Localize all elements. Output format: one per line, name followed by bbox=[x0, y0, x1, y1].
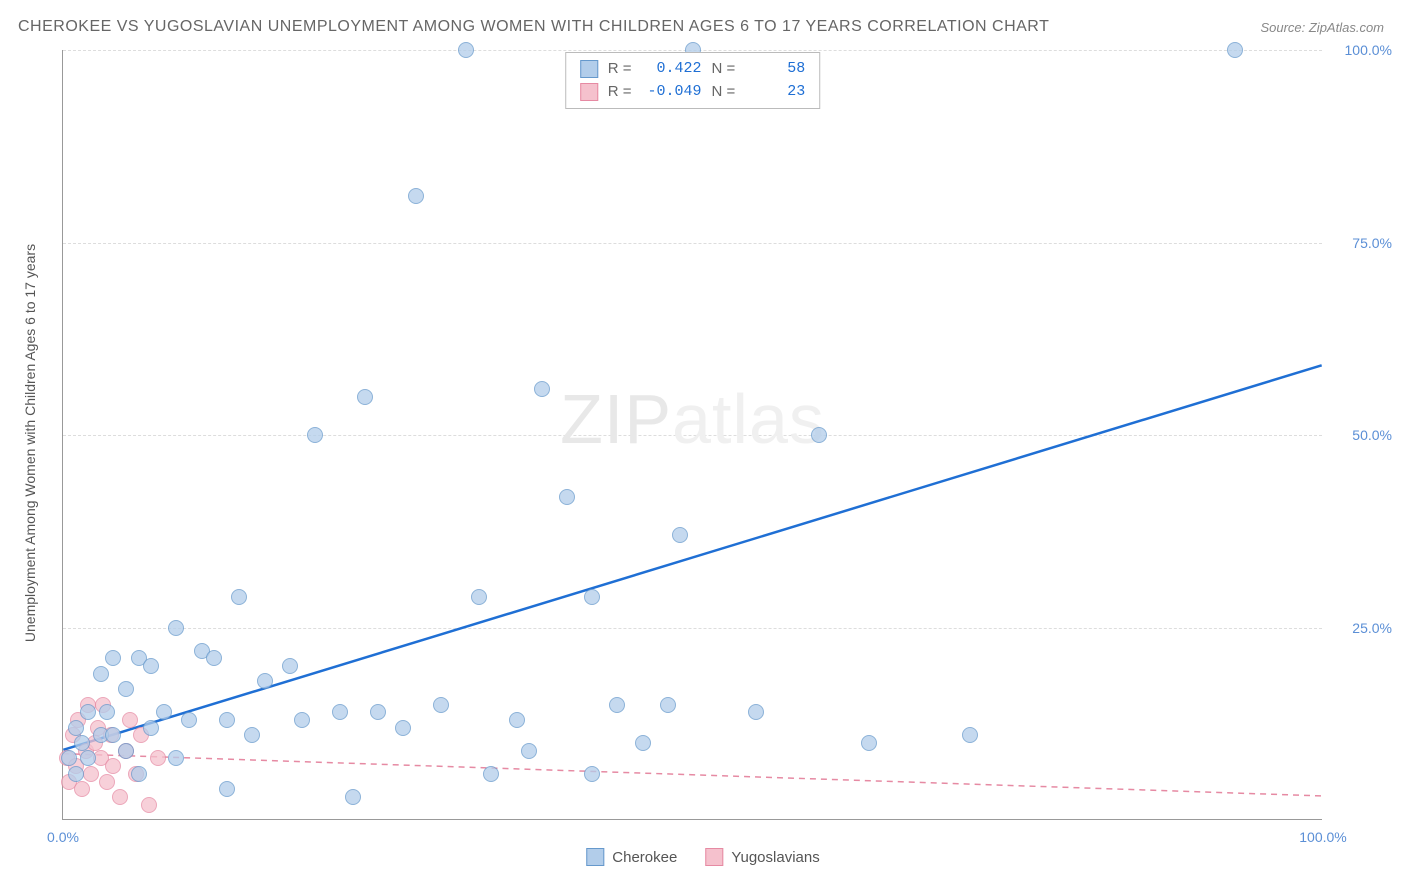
cherokee-point bbox=[521, 743, 537, 759]
cherokee-point bbox=[370, 704, 386, 720]
yugoslavians-point bbox=[150, 750, 166, 766]
cherokee-point bbox=[483, 766, 499, 782]
yugoslavians-point bbox=[99, 774, 115, 790]
cherokee-point bbox=[99, 704, 115, 720]
cherokee-point bbox=[61, 750, 77, 766]
cherokee-point bbox=[93, 666, 109, 682]
n-label: N = bbox=[712, 58, 736, 81]
cherokee-point bbox=[345, 789, 361, 805]
cherokee-point bbox=[811, 427, 827, 443]
watermark-atlas: atlas bbox=[672, 380, 825, 458]
yugoslavians-point bbox=[141, 797, 157, 813]
y-tick-label: 100.0% bbox=[1332, 42, 1392, 58]
cherokee-point bbox=[332, 704, 348, 720]
grid-line bbox=[63, 435, 1322, 436]
grid-line bbox=[63, 628, 1322, 629]
grid-line bbox=[63, 243, 1322, 244]
bottom-legend: Cherokee Yugoslavians bbox=[586, 848, 819, 866]
cherokee-point bbox=[672, 527, 688, 543]
cherokee-point bbox=[635, 735, 651, 751]
cherokee-point bbox=[458, 42, 474, 58]
yugoslavians-legend-label: Yugoslavians bbox=[731, 849, 819, 866]
n-label-2: N = bbox=[712, 81, 736, 104]
cherokee-point bbox=[1227, 42, 1243, 58]
cherokee-swatch bbox=[580, 60, 598, 78]
cherokee-r-value: 0.422 bbox=[642, 58, 702, 81]
cherokee-legend-label: Cherokee bbox=[612, 849, 677, 866]
cherokee-point bbox=[660, 697, 676, 713]
legend-item-cherokee: Cherokee bbox=[586, 848, 677, 866]
plot-area: ZIPatlas R = 0.422 N = 58 R = -0.049 N =… bbox=[62, 50, 1322, 820]
cherokee-point bbox=[584, 766, 600, 782]
r-label: R = bbox=[608, 58, 632, 81]
cherokee-point bbox=[68, 720, 84, 736]
cherokee-point bbox=[584, 589, 600, 605]
cherokee-point bbox=[231, 589, 247, 605]
cherokee-point bbox=[105, 727, 121, 743]
yugoslavians-n-value: 23 bbox=[745, 81, 805, 104]
chart-title: CHEROKEE VS YUGOSLAVIAN UNEMPLOYMENT AMO… bbox=[18, 18, 1049, 36]
cherokee-point bbox=[181, 712, 197, 728]
cherokee-point bbox=[609, 697, 625, 713]
cherokee-point bbox=[257, 673, 273, 689]
y-tick-label: 25.0% bbox=[1332, 620, 1392, 636]
cherokee-point bbox=[471, 589, 487, 605]
stats-row-yugoslavians: R = -0.049 N = 23 bbox=[580, 81, 806, 104]
cherokee-point bbox=[206, 650, 222, 666]
r-label-2: R = bbox=[608, 81, 632, 104]
yugoslavians-legend-swatch bbox=[705, 848, 723, 866]
yugoslavians-point bbox=[122, 712, 138, 728]
cherokee-point bbox=[395, 720, 411, 736]
cherokee-point bbox=[534, 381, 550, 397]
cherokee-point bbox=[80, 750, 96, 766]
cherokee-point bbox=[433, 697, 449, 713]
y-tick-label: 75.0% bbox=[1332, 235, 1392, 251]
cherokee-point bbox=[143, 720, 159, 736]
cherokee-point bbox=[559, 489, 575, 505]
cherokee-point bbox=[219, 712, 235, 728]
cherokee-point bbox=[962, 727, 978, 743]
x-tick-label-min: 0.0% bbox=[47, 829, 79, 845]
cherokee-point bbox=[219, 781, 235, 797]
yugoslavians-r-value: -0.049 bbox=[642, 81, 702, 104]
cherokee-point bbox=[861, 735, 877, 751]
legend-item-yugoslavians: Yugoslavians bbox=[705, 848, 819, 866]
cherokee-point bbox=[80, 704, 96, 720]
cherokee-point bbox=[118, 681, 134, 697]
cherokee-point bbox=[105, 650, 121, 666]
cherokee-point bbox=[118, 743, 134, 759]
cherokee-point bbox=[307, 427, 323, 443]
cherokee-point bbox=[244, 727, 260, 743]
yugoslavians-point bbox=[83, 766, 99, 782]
yugoslavians-point bbox=[112, 789, 128, 805]
cherokee-point bbox=[748, 704, 764, 720]
y-axis-label: Unemployment Among Women with Children A… bbox=[22, 244, 38, 642]
yugoslavians-point bbox=[74, 781, 90, 797]
cherokee-point bbox=[282, 658, 298, 674]
stats-legend-box: R = 0.422 N = 58 R = -0.049 N = 23 bbox=[565, 52, 821, 109]
cherokee-point bbox=[357, 389, 373, 405]
watermark: ZIPatlas bbox=[560, 379, 825, 459]
cherokee-point bbox=[156, 704, 172, 720]
cherokee-legend-swatch bbox=[586, 848, 604, 866]
source-attribution: Source: ZipAtlas.com bbox=[1260, 20, 1384, 35]
yugoslavians-swatch bbox=[580, 83, 598, 101]
cherokee-point bbox=[168, 750, 184, 766]
watermark-zip: ZIP bbox=[560, 380, 672, 458]
cherokee-point bbox=[74, 735, 90, 751]
x-tick-label-max: 100.0% bbox=[1299, 829, 1346, 845]
y-tick-label: 50.0% bbox=[1332, 427, 1392, 443]
stats-row-cherokee: R = 0.422 N = 58 bbox=[580, 58, 806, 81]
cherokee-point bbox=[408, 188, 424, 204]
cherokee-point bbox=[509, 712, 525, 728]
yugoslavians-point bbox=[105, 758, 121, 774]
cherokee-point bbox=[143, 658, 159, 674]
cherokee-point bbox=[68, 766, 84, 782]
cherokee-n-value: 58 bbox=[745, 58, 805, 81]
cherokee-point bbox=[168, 620, 184, 636]
cherokee-point bbox=[131, 766, 147, 782]
cherokee-point bbox=[294, 712, 310, 728]
